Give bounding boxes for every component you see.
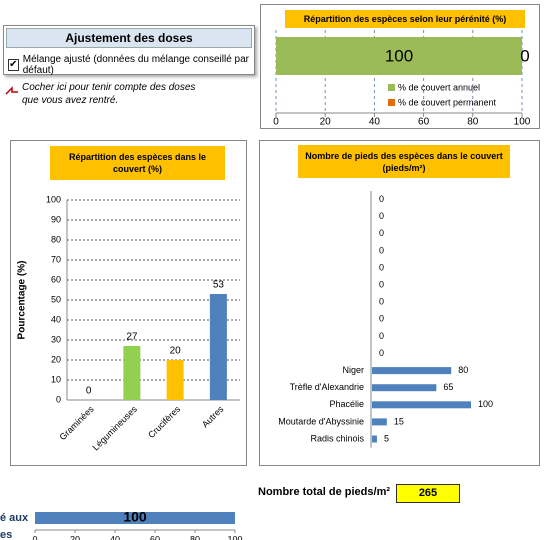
x-tick-label: 0 [273, 117, 279, 128]
chart-title: Nombre de pieds des espèces dans le couv… [298, 145, 510, 178]
bar [372, 435, 377, 443]
x-tick-label: 60 [418, 117, 430, 128]
data-label: 100 [385, 46, 413, 65]
x-tick-label: 80 [467, 117, 479, 128]
y-tick-label: 30 [51, 334, 61, 344]
bar [372, 367, 452, 375]
x-tick-label: 40 [369, 117, 381, 128]
y-tick-label: 0 [56, 394, 61, 404]
chart-title: Répartition des espèces dans le couvert … [50, 146, 225, 180]
y-tick-label: Niger [342, 365, 364, 375]
checkbox[interactable]: ✔ [8, 59, 19, 71]
x-tick-label: 100 [227, 534, 242, 540]
data-label: 100 [123, 509, 147, 525]
data-label: 65 [443, 382, 453, 392]
y-tick-label: 20 [51, 354, 61, 364]
data-label: 0 [379, 314, 384, 324]
y-tick-label: Trèfle d'Alexandrie [290, 382, 364, 392]
data-label: 0 [379, 297, 384, 307]
y-tick-label: 70 [51, 254, 61, 264]
data-label: 0 [379, 262, 384, 272]
y-tick-label: 80 [51, 234, 61, 244]
x-tick-label: 80 [190, 534, 200, 540]
partial-line: es [0, 529, 13, 540]
note: Cocher ici pour tenir compte des doses q… [22, 81, 195, 107]
y-tick-label: Phacélie [329, 399, 364, 409]
data-label: 0 [86, 386, 92, 397]
data-label: 0 [379, 348, 384, 358]
y-tick-label: 100 [46, 194, 61, 204]
y-tick-label: Radis chinois [310, 433, 364, 443]
legend-label: % de couvert permanent [398, 97, 497, 107]
data-label: 20 [170, 346, 182, 357]
total-value: 265 [396, 484, 460, 503]
data-label: 15 [394, 416, 404, 426]
chart-frame [10, 140, 247, 466]
y-tick-label: 90 [51, 214, 61, 224]
x-tick-label: 20 [320, 117, 332, 128]
data-label: 0 [379, 279, 384, 289]
bar [276, 37, 522, 75]
checkbox-label: Mélange ajusté (données du mélange conse… [22, 54, 249, 76]
y-tick-label: 50 [51, 294, 61, 304]
note-line: Cocher ici pour tenir compte des doses [22, 82, 196, 93]
bar [209, 294, 227, 400]
panel-title: Ajustement des doses [6, 28, 252, 48]
y-tick-label: 10 [51, 374, 61, 384]
legend-swatch [388, 84, 395, 91]
checkbox-row[interactable]: ✔ Mélange ajusté (données du mélange con… [8, 54, 250, 76]
y-tick-label: Moutarde d'Abyssinie [278, 416, 364, 426]
dose-panel: Ajustement des doses ✔ Mélange ajusté (d… [3, 25, 255, 76]
data-label: 0 [379, 194, 384, 204]
y-tick-label: 40 [51, 314, 61, 324]
bar [35, 512, 235, 524]
data-label: 0 [379, 331, 384, 341]
bar [166, 360, 184, 400]
x-tick-label: 20 [70, 534, 80, 540]
chart-title: Répartition des espèces selon leur pérén… [285, 10, 525, 28]
data-label: 80 [458, 365, 468, 375]
y-axis-label: Pourcentage (%) [17, 261, 28, 340]
bar [372, 384, 437, 392]
partial-label: é aux es [0, 510, 28, 540]
x-tick-label: 100 [514, 117, 531, 128]
legend-swatch [388, 99, 395, 106]
bar [372, 401, 471, 409]
partial-line: é aux [0, 512, 29, 524]
legend-label: % de couvert annuel [398, 82, 480, 92]
data-label: 53 [213, 280, 225, 291]
data-label: 5 [384, 433, 389, 443]
y-tick-label: 60 [51, 274, 61, 284]
data-label: 0 [379, 245, 384, 255]
data-label: 100 [478, 399, 493, 409]
x-tick-label: 0 [32, 534, 37, 540]
x-tick-label: 60 [150, 534, 160, 540]
data-label: 27 [126, 332, 138, 343]
note-line: que vous avez rentré. [22, 95, 119, 106]
data-label: 0 [520, 46, 529, 65]
note-arrow [5, 86, 18, 95]
chart-frame [259, 140, 540, 466]
total-label: Nombre total de pieds/m² [258, 486, 391, 498]
bar [123, 346, 141, 400]
data-label: 0 [379, 211, 384, 221]
bar [372, 418, 387, 426]
data-label: 0 [379, 228, 384, 238]
x-tick-label: 40 [110, 534, 120, 540]
